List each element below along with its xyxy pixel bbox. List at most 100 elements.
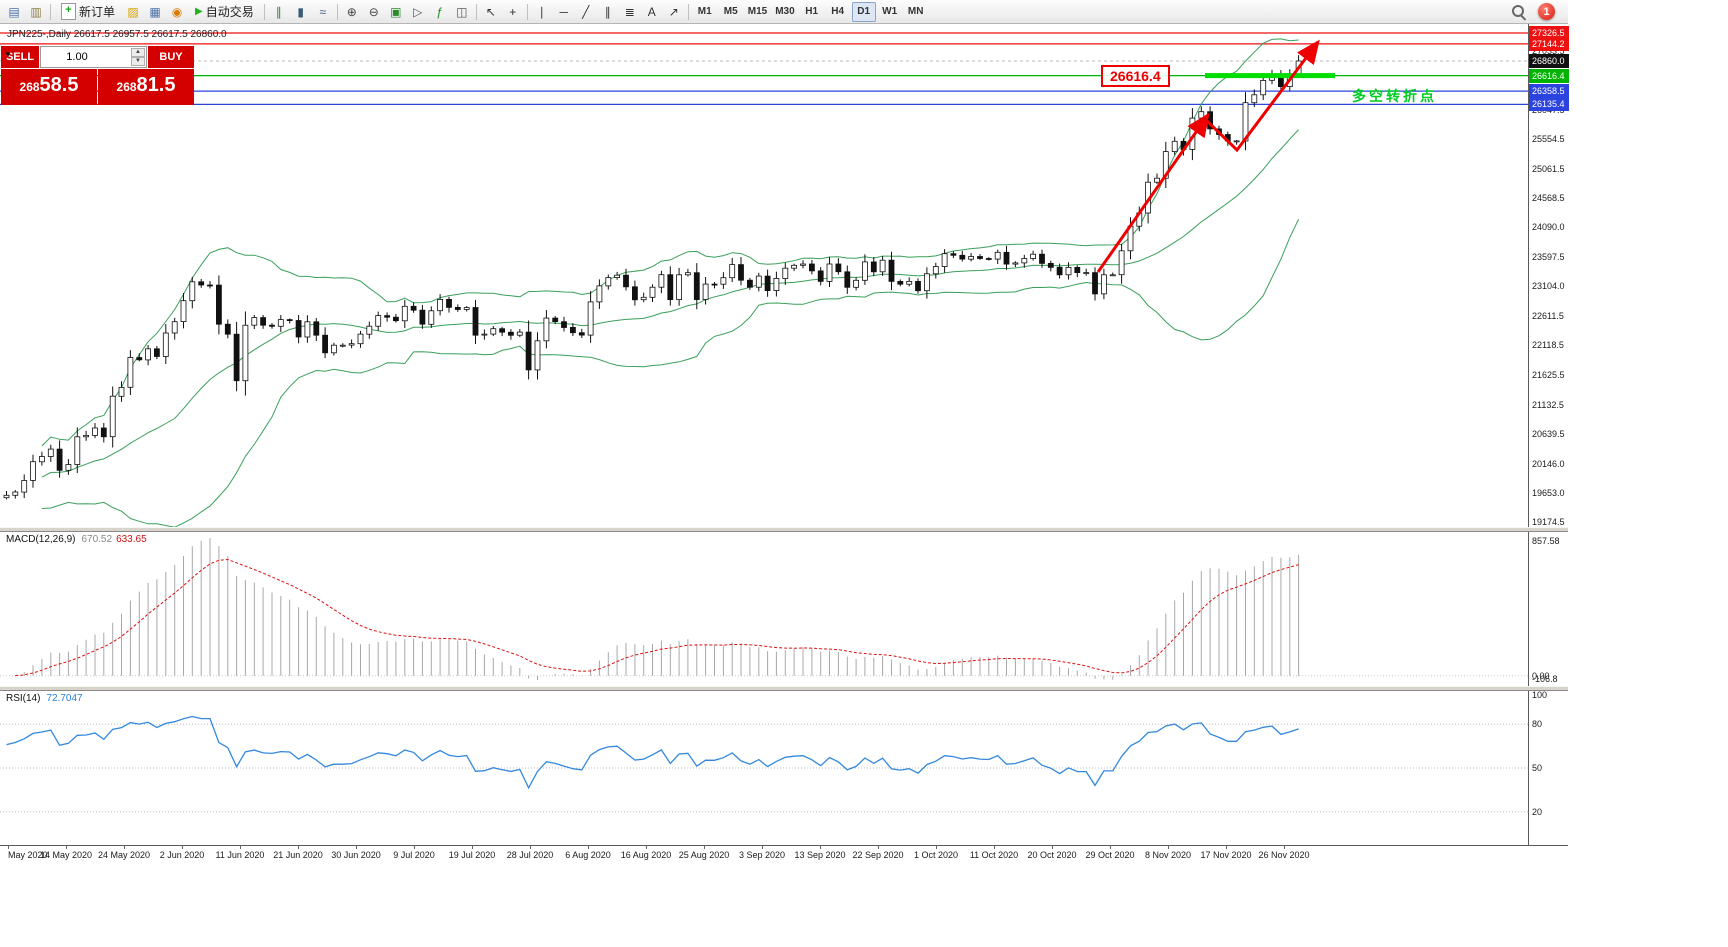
- buy-button[interactable]: BUY: [148, 46, 194, 68]
- favorites-icon[interactable]: ▨: [127, 4, 139, 19]
- fibonacci-button[interactable]: ≣: [624, 4, 635, 19]
- time-axis-label: 14 May 2020: [39, 850, 93, 860]
- new-chart-button[interactable]: ▤: [8, 4, 20, 19]
- volume-down-button[interactable]: ▼: [131, 57, 145, 66]
- time-axis-tick: [936, 846, 937, 849]
- rsi-label: RSI(14) 72.7047: [6, 693, 83, 704]
- rsi-pane-divider[interactable]: [0, 686, 1568, 691]
- alerts-icon[interactable]: ◉: [171, 4, 183, 19]
- time-axis-tick: [8, 846, 9, 849]
- main-chart-canvas[interactable]: [0, 24, 1528, 528]
- timeframe-m15[interactable]: M15: [747, 6, 768, 17]
- timeframe-m30[interactable]: M30: [775, 6, 795, 17]
- zoom-out-button[interactable]: ⊖: [368, 4, 379, 19]
- macd-axis-tick: 0.00: [1532, 671, 1550, 681]
- timeframe-w1[interactable]: W1: [882, 6, 898, 17]
- macd-label: MACD(12,26,9) 670.52 633.65: [6, 534, 147, 545]
- timeframe-mn[interactable]: MN: [907, 6, 924, 17]
- main-chart[interactable]: [0, 24, 1528, 528]
- profiles-button[interactable]: ▥: [30, 4, 42, 19]
- time-axis-label: 28 Jul 2020: [506, 850, 554, 860]
- rsi-axis-tick: 100: [1532, 690, 1548, 700]
- volume-input[interactable]: [41, 50, 113, 64]
- sell-price-small: 268: [19, 80, 40, 94]
- price-axis[interactable]: 27033.526540.526047.525554.525061.524568…: [1528, 24, 1569, 845]
- price-level-label: 26135.4: [1529, 97, 1569, 111]
- timeframe-m1[interactable]: M1: [697, 6, 712, 17]
- one-click-collapse-icon[interactable]: ▼: [4, 50, 12, 59]
- price-axis-tick: 25061.5: [1532, 164, 1565, 174]
- line-chart-type-button[interactable]: ≈: [319, 4, 327, 19]
- rsi-canvas[interactable]: [0, 691, 1528, 845]
- price-axis-tick: 23104.0: [1532, 281, 1565, 291]
- zoom-in-button[interactable]: ⊕: [346, 4, 357, 19]
- play-icon: ▶: [195, 6, 203, 17]
- crosshair-button[interactable]: +: [509, 4, 517, 19]
- timeframe-h4[interactable]: H4: [831, 6, 845, 17]
- auto-trading-label: 自动交易: [205, 5, 254, 19]
- buy-price-button[interactable]: 268 81.5: [98, 69, 194, 105]
- new-order-button[interactable]: + 新订单: [55, 2, 121, 22]
- price-axis-tick: 20639.5: [1532, 429, 1565, 439]
- search-icon: [1511, 4, 1527, 21]
- tile-windows-button[interactable]: ▣: [390, 4, 402, 19]
- timeframe-d1[interactable]: D1: [851, 1, 876, 22]
- time-axis-tick: [182, 846, 183, 849]
- rsi-pane[interactable]: [0, 691, 1528, 845]
- chart-ohlc-header: JPN225-,Daily 26617.5 26957.5 26617.5 26…: [7, 29, 227, 40]
- price-level-label: 27144.2: [1529, 37, 1569, 51]
- time-axis-label: 26 Nov 2020: [1258, 850, 1310, 860]
- volume-up-button[interactable]: ▲: [131, 48, 145, 57]
- time-axis-label: May 2020: [8, 850, 48, 860]
- time-axis-tick: [994, 846, 995, 849]
- search-button[interactable]: [1508, 2, 1529, 22]
- auto-trading-button[interactable]: ▶ 自动交易: [189, 2, 260, 22]
- price-axis-tick: 27033.5: [1532, 46, 1565, 56]
- sell-button[interactable]: SELL: [1, 46, 39, 68]
- macd-canvas[interactable]: [0, 532, 1528, 686]
- time-axis-label: 25 Aug 2020: [678, 850, 730, 860]
- candlestick-type-button[interactable]: ▮: [297, 4, 305, 19]
- price-axis-tick: 23597.5: [1532, 252, 1565, 262]
- volume-field[interactable]: ▲ ▼: [40, 46, 147, 68]
- vertical-line-button[interactable]: ∣: [538, 4, 545, 19]
- price-axis-tick: 25554.5: [1532, 134, 1565, 144]
- time-axis-label: 2 Jun 2020: [159, 850, 205, 860]
- macd-pane[interactable]: [0, 532, 1528, 686]
- notification-badge[interactable]: 1: [1538, 3, 1555, 20]
- indicators-button[interactable]: ƒ: [436, 4, 444, 19]
- channel-button[interactable]: ∥: [604, 4, 611, 19]
- time-axis-tick: [530, 846, 531, 849]
- sell-price-button[interactable]: 268 58.5: [1, 69, 97, 105]
- buy-price-big: 81.5: [136, 74, 176, 96]
- time-axis-tick: [1168, 846, 1169, 849]
- time-axis-tick: [878, 846, 879, 849]
- buy-price-small: 268: [116, 80, 137, 94]
- time-axis[interactable]: May 2020 14 May 2020 24 May 2020 2 Jun 2020…: [0, 845, 1568, 862]
- time-axis-tick: [588, 846, 589, 849]
- toolbar: ▤ ▥ + 新订单 ▨ ▦ ◉ ▶ 自动交易 ∥ ▮ ≈ ⊕ ⊖ ▣ ▷ ƒ ◫ ↖ + ∣ ─ ╱ ∥ ≣ A ↗ M1 M5 M15 M…: [0, 0, 1568, 24]
- bar-chart-type-button[interactable]: ∥: [275, 4, 282, 19]
- market-watch-icon[interactable]: ▦: [149, 4, 161, 19]
- price-axis-tick: 20146.0: [1532, 459, 1565, 469]
- auto-scroll-button[interactable]: ▷: [413, 4, 423, 19]
- toolbar-separator: [687, 3, 689, 20]
- price-axis-tick: 21625.5: [1532, 370, 1565, 380]
- chart-window[interactable]: JPN225-,Daily 26617.5 26957.5 26617.5 26…: [0, 24, 1569, 862]
- cursor-button[interactable]: ↖: [485, 4, 496, 19]
- timeframe-h1[interactable]: H1: [805, 6, 819, 17]
- price-level-label: 26616.4: [1529, 69, 1569, 83]
- chart-shift-button[interactable]: ◫: [456, 4, 468, 19]
- time-axis-tick: [298, 846, 299, 849]
- trendline-button[interactable]: ╱: [582, 4, 590, 19]
- time-axis-label: 8 Nov 2020: [1144, 850, 1192, 860]
- macd-pane-divider[interactable]: [0, 527, 1568, 532]
- arrows-tool-button[interactable]: ↗: [668, 4, 679, 19]
- macd-signal-value: 633.65: [116, 534, 147, 545]
- horizontal-line-button[interactable]: ─: [559, 4, 568, 19]
- text-button[interactable]: A: [647, 4, 656, 19]
- timeframe-m5[interactable]: M5: [723, 6, 738, 17]
- time-axis-label: 11 Jun 2020: [215, 850, 265, 860]
- time-axis-tick: [1052, 846, 1053, 849]
